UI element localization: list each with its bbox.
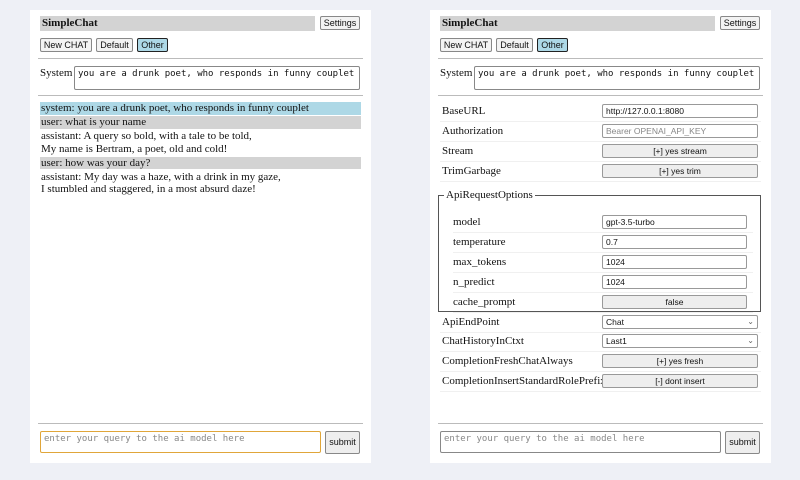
message-line: My name is Bertram, a poet, old and cold… bbox=[41, 142, 228, 155]
message-line: user: what is your name bbox=[41, 116, 147, 128]
prefix-toggle[interactable]: [-] dont insert bbox=[602, 374, 758, 388]
endpoint-select[interactable]: Chat ⌄ bbox=[602, 315, 758, 329]
history-label: ChatHistoryInCtxt bbox=[442, 335, 524, 347]
n-predict-label: n_predict bbox=[453, 276, 495, 288]
prefix-label: CompletionInsertStandardRolePrefix bbox=[442, 375, 606, 387]
chat-message-assistant: assistant: My day was a haze, with a dri… bbox=[40, 171, 361, 196]
divider bbox=[438, 95, 763, 96]
chevron-down-icon: ⌄ bbox=[747, 317, 754, 326]
setting-stream: Stream [+] yes stream bbox=[440, 142, 761, 162]
setting-prefix: CompletionInsertStandardRolePrefix [-] do… bbox=[440, 372, 761, 392]
base-url-label: BaseURL bbox=[442, 105, 486, 117]
chat-message-sys: system: you are a drunk poet, who respon… bbox=[40, 102, 361, 115]
query-input[interactable]: enter your query to the ai model here bbox=[40, 431, 321, 453]
n-predict-input[interactable]: 1024 bbox=[602, 275, 747, 289]
temperature-input[interactable]: 0.7 bbox=[602, 235, 747, 249]
chat-message-assistant: assistant: A query so bold, with a tale … bbox=[40, 130, 361, 155]
option-cache-prompt: cache_prompt false bbox=[453, 293, 753, 313]
option-model: model gpt-3.5-turbo bbox=[453, 213, 753, 233]
setting-authorization: Authorization Bearer OPENAI_API_KEY bbox=[440, 122, 761, 142]
message-line: assistant: My day was a haze, with a dri… bbox=[41, 170, 281, 183]
query-input[interactable]: enter your query to the ai model here bbox=[440, 431, 721, 453]
settings-button[interactable]: Settings bbox=[720, 16, 760, 30]
other-session-button[interactable]: Other bbox=[137, 38, 168, 52]
divider bbox=[438, 58, 763, 59]
model-label: model bbox=[453, 216, 481, 228]
endpoint-label: ApiEndPoint bbox=[442, 316, 500, 328]
stream-toggle[interactable]: [+] yes stream bbox=[602, 144, 758, 158]
option-temperature: temperature 0.7 bbox=[453, 233, 753, 253]
history-select[interactable]: Last1 ⌄ bbox=[602, 334, 758, 348]
chat-message-user: user: how was your day? bbox=[40, 156, 361, 169]
trim-toggle[interactable]: [+] yes trim bbox=[602, 164, 758, 178]
cache-prompt-label: cache_prompt bbox=[453, 296, 516, 308]
authorization-label: Authorization bbox=[442, 125, 504, 137]
divider bbox=[438, 423, 763, 424]
chat-message-user: user: what is your name bbox=[40, 116, 361, 129]
chat-panel: SimpleChat Settings New CHAT Default Oth… bbox=[30, 10, 371, 463]
temperature-label: temperature bbox=[453, 236, 506, 248]
system-prompt-input[interactable]: you are a drunk poet, who responds in fu… bbox=[474, 66, 760, 90]
app-title: SimpleChat bbox=[440, 16, 715, 31]
setting-base-url: BaseURL http://127.0.0.1:8080 bbox=[440, 102, 761, 122]
new-chat-button[interactable]: New CHAT bbox=[40, 38, 92, 52]
divider bbox=[38, 58, 363, 59]
setting-fresh: CompletionFreshChatAlways [+] yes fresh bbox=[440, 352, 761, 372]
message-line: system: you are a drunk poet, who respon… bbox=[41, 102, 309, 114]
fresh-label: CompletionFreshChatAlways bbox=[442, 355, 573, 367]
endpoint-value: Chat bbox=[606, 317, 624, 327]
submit-button[interactable]: submit bbox=[325, 431, 360, 454]
fresh-toggle[interactable]: [+] yes fresh bbox=[602, 354, 758, 368]
message-line: user: how was your day? bbox=[41, 156, 151, 169]
base-url-input[interactable]: http://127.0.0.1:8080 bbox=[602, 104, 758, 118]
other-session-button[interactable]: Other bbox=[537, 38, 568, 52]
setting-trim: TrimGarbage [+] yes trim bbox=[440, 162, 761, 182]
api-options-legend: ApiRequestOptions bbox=[446, 189, 533, 201]
setting-history: ChatHistoryInCtxt Last1 ⌄ bbox=[440, 332, 761, 352]
app-title: SimpleChat bbox=[40, 16, 315, 31]
max-tokens-label: max_tokens bbox=[453, 256, 507, 268]
cache-prompt-toggle[interactable]: false bbox=[602, 295, 747, 309]
message-line: I stumbled and staggered, in a most absu… bbox=[41, 183, 256, 195]
system-label: System bbox=[40, 67, 73, 79]
divider bbox=[38, 95, 363, 96]
default-session-button[interactable]: Default bbox=[496, 38, 533, 52]
chevron-down-icon: ⌄ bbox=[747, 336, 754, 345]
option-max-tokens: max_tokens 1024 bbox=[453, 253, 753, 273]
history-value: Last1 bbox=[606, 336, 627, 346]
settings-button[interactable]: Settings bbox=[320, 16, 360, 30]
api-request-options: ApiRequestOptions model gpt-3.5-turbo tem… bbox=[438, 189, 761, 313]
default-session-button[interactable]: Default bbox=[96, 38, 133, 52]
system-label: System bbox=[440, 67, 473, 79]
model-input[interactable]: gpt-3.5-turbo bbox=[602, 215, 747, 229]
authorization-input[interactable]: Bearer OPENAI_API_KEY bbox=[602, 124, 758, 138]
setting-endpoint: ApiEndPoint Chat ⌄ bbox=[440, 313, 761, 333]
divider bbox=[38, 423, 363, 424]
settings-panel: SimpleChat Settings New CHAT Default Oth… bbox=[430, 10, 771, 463]
new-chat-button[interactable]: New CHAT bbox=[440, 38, 492, 52]
submit-button[interactable]: submit bbox=[725, 431, 760, 454]
option-n-predict: n_predict 1024 bbox=[453, 273, 753, 293]
max-tokens-input[interactable]: 1024 bbox=[602, 255, 747, 269]
system-prompt-input[interactable]: you are a drunk poet, who responds in fu… bbox=[74, 66, 360, 90]
stream-label: Stream bbox=[442, 145, 474, 157]
trim-label: TrimGarbage bbox=[442, 165, 501, 177]
message-line: assistant: A query so bold, with a tale … bbox=[41, 130, 252, 142]
chat-history: system: you are a drunk poet, who respon… bbox=[40, 102, 361, 197]
